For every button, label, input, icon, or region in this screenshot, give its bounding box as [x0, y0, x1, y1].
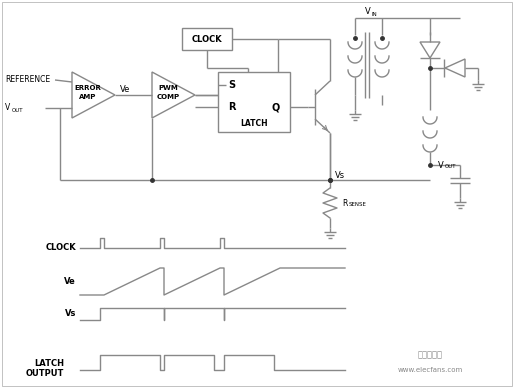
- Polygon shape: [72, 72, 115, 118]
- Text: LATCH: LATCH: [34, 359, 64, 367]
- Text: AMP: AMP: [79, 94, 97, 100]
- Text: Ve: Ve: [64, 277, 76, 286]
- Polygon shape: [152, 72, 195, 118]
- Text: V: V: [5, 104, 10, 113]
- Text: CLOCK: CLOCK: [45, 244, 76, 253]
- Polygon shape: [420, 42, 440, 58]
- Text: OUTPUT: OUTPUT: [26, 369, 64, 378]
- Text: COMP: COMP: [156, 94, 179, 100]
- Text: PWM: PWM: [158, 85, 178, 91]
- Text: LATCH: LATCH: [240, 120, 268, 128]
- Text: V: V: [365, 7, 371, 17]
- Text: OUT: OUT: [445, 165, 456, 170]
- Text: www.elecfans.com: www.elecfans.com: [397, 367, 463, 373]
- Text: R: R: [228, 102, 236, 112]
- Text: Q: Q: [272, 102, 280, 112]
- Text: OUT: OUT: [12, 109, 24, 114]
- Text: ERROR: ERROR: [75, 85, 101, 91]
- Text: Ve: Ve: [120, 85, 131, 94]
- Text: Vs: Vs: [65, 310, 76, 319]
- Text: Vs: Vs: [335, 170, 345, 180]
- Text: REFERENCE: REFERENCE: [5, 76, 50, 85]
- Bar: [182, 28, 232, 50]
- Bar: [218, 72, 290, 132]
- Text: SENSE: SENSE: [349, 203, 367, 208]
- Text: CLOCK: CLOCK: [192, 35, 223, 43]
- Text: R: R: [342, 199, 347, 208]
- Text: 电子发烧友: 电子发烧友: [417, 350, 443, 360]
- Polygon shape: [445, 59, 465, 77]
- Text: S: S: [228, 80, 235, 90]
- Text: V: V: [438, 161, 444, 170]
- Text: IN: IN: [372, 12, 378, 17]
